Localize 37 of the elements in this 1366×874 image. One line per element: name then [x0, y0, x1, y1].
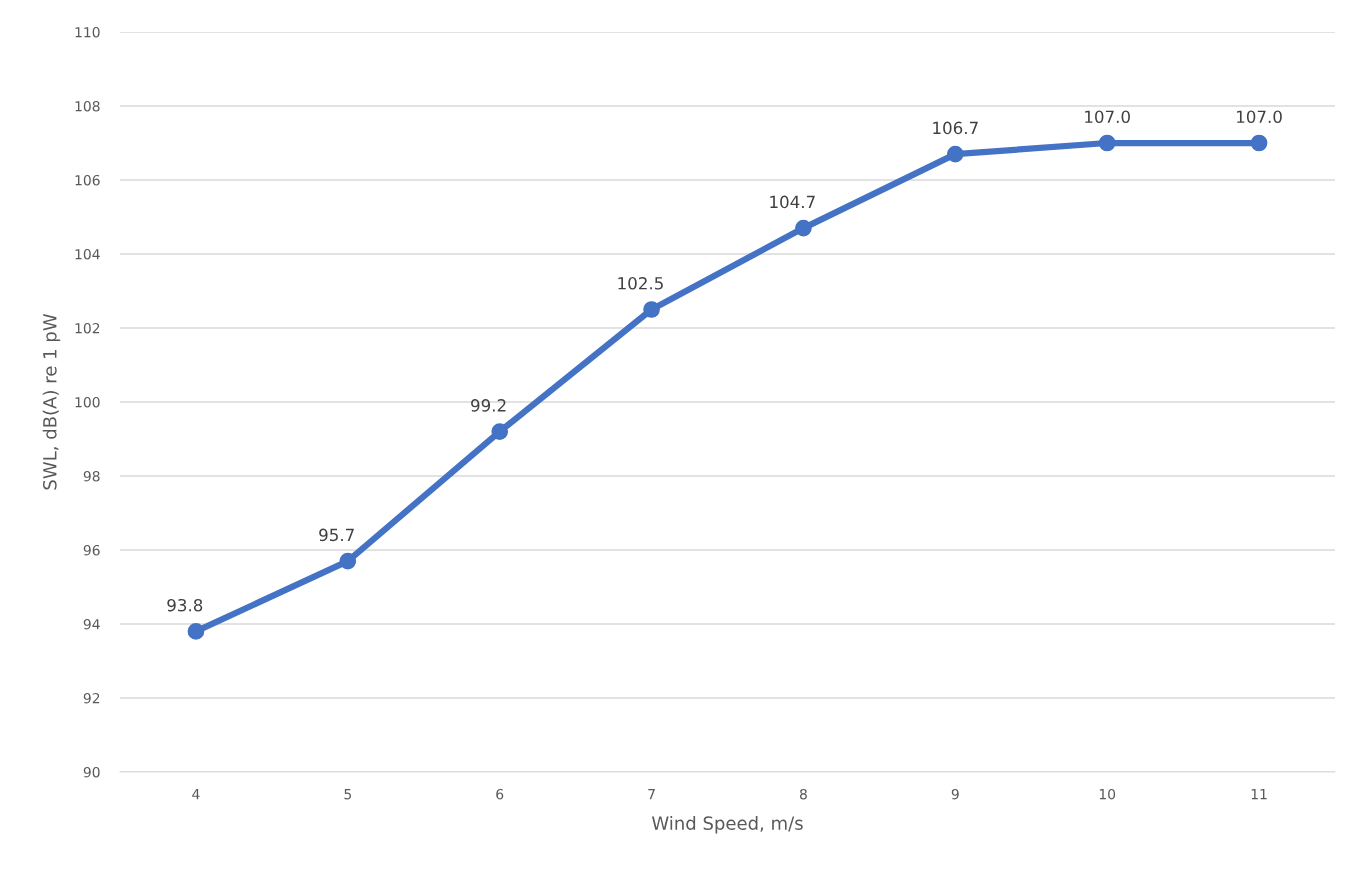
y-tick-label: 106: [75, 174, 100, 186]
y-tick-label: 102: [75, 322, 100, 334]
data-label: 107.0: [1237, 110, 1282, 124]
y-tick-label: 90: [83, 766, 100, 778]
y-tick-label: 110: [75, 26, 100, 38]
y-tick-label: 94: [83, 618, 100, 630]
x-axis-title: Wind Speed, m/s: [651, 816, 803, 834]
y-tick-label: 98: [83, 470, 100, 482]
point: [795, 219, 812, 237]
y-axis-title: SWL, dB(A) re 1 pW: [42, 313, 61, 490]
data-label: 107.0: [1085, 110, 1130, 124]
point: [946, 145, 964, 163]
data-label: 104.7: [770, 195, 815, 209]
y-tick-label: 96: [83, 544, 100, 556]
x-tick-label: 11: [1251, 789, 1267, 800]
x-tick-label: 8: [799, 788, 807, 800]
y-tick-label: 104: [75, 248, 100, 260]
x-tick-label: 9: [951, 788, 959, 800]
x-tick-label: 6: [496, 788, 504, 800]
y-tick-label: 92: [83, 692, 100, 704]
data-label: 95.7: [319, 528, 354, 542]
x-tick-label: 10: [1099, 788, 1116, 800]
point: [643, 301, 660, 318]
point: [187, 623, 205, 640]
y-tick-label: 100: [75, 396, 100, 408]
data-label: 106.7: [933, 121, 978, 135]
x-tick-label: 4: [192, 789, 200, 800]
data-label: 99.2: [471, 399, 506, 412]
point: [491, 423, 509, 440]
data-label: 102.5: [618, 277, 663, 290]
x-tick-label: 5: [344, 789, 352, 800]
y-tick-label: 108: [75, 100, 100, 112]
point: [1098, 134, 1116, 152]
x-tick-label: 7: [648, 789, 655, 800]
data-label: 93.8: [167, 598, 203, 612]
point: [1250, 134, 1268, 152]
point: [339, 552, 357, 570]
